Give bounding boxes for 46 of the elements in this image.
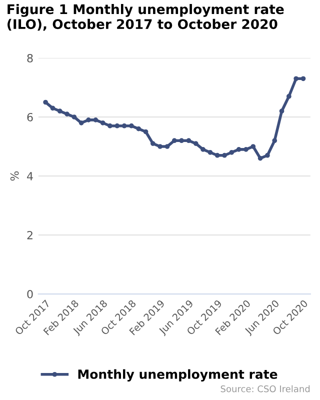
point — [114, 123, 120, 128]
y-axis-title: % — [10, 171, 19, 181]
y-tick-label: 8 — [27, 54, 33, 62]
point — [72, 114, 77, 120]
y-tick-label: 4 — [27, 172, 33, 180]
point — [265, 152, 270, 158]
point — [172, 138, 177, 144]
point — [86, 118, 91, 122]
point — [43, 100, 48, 105]
point — [100, 120, 106, 126]
point — [229, 150, 234, 155]
point — [122, 123, 127, 128]
point — [108, 123, 112, 128]
point — [193, 141, 198, 146]
point — [93, 118, 98, 122]
legend-label: Monthly unemployment rate — [78, 369, 278, 382]
point — [258, 156, 263, 161]
point — [244, 147, 248, 152]
point — [129, 123, 134, 128]
point — [208, 150, 213, 155]
source-note: Source: CSO Ireland — [220, 385, 310, 392]
point — [186, 138, 192, 144]
point — [78, 120, 84, 126]
point — [279, 108, 284, 114]
point — [294, 76, 299, 82]
point — [57, 108, 62, 114]
point — [136, 126, 142, 132]
point — [300, 76, 306, 82]
point — [143, 129, 148, 134]
point — [250, 144, 256, 149]
point — [214, 152, 220, 158]
point — [164, 144, 170, 149]
point — [64, 112, 70, 116]
point — [286, 94, 292, 99]
point — [272, 138, 278, 144]
y-tick-label: 2 — [27, 230, 32, 240]
point — [50, 106, 56, 111]
point — [158, 144, 163, 149]
point — [200, 147, 206, 152]
point — [150, 141, 156, 146]
chart-title: Figure 1 Monthly unemployment rate (ILO), October 2017 to October 2020 — [8, 4, 284, 31]
point — [222, 152, 227, 158]
y-tick-label: 6 — [27, 112, 33, 122]
point — [236, 147, 242, 152]
y-tick-label: 0 — [27, 290, 33, 298]
point — [179, 138, 184, 144]
